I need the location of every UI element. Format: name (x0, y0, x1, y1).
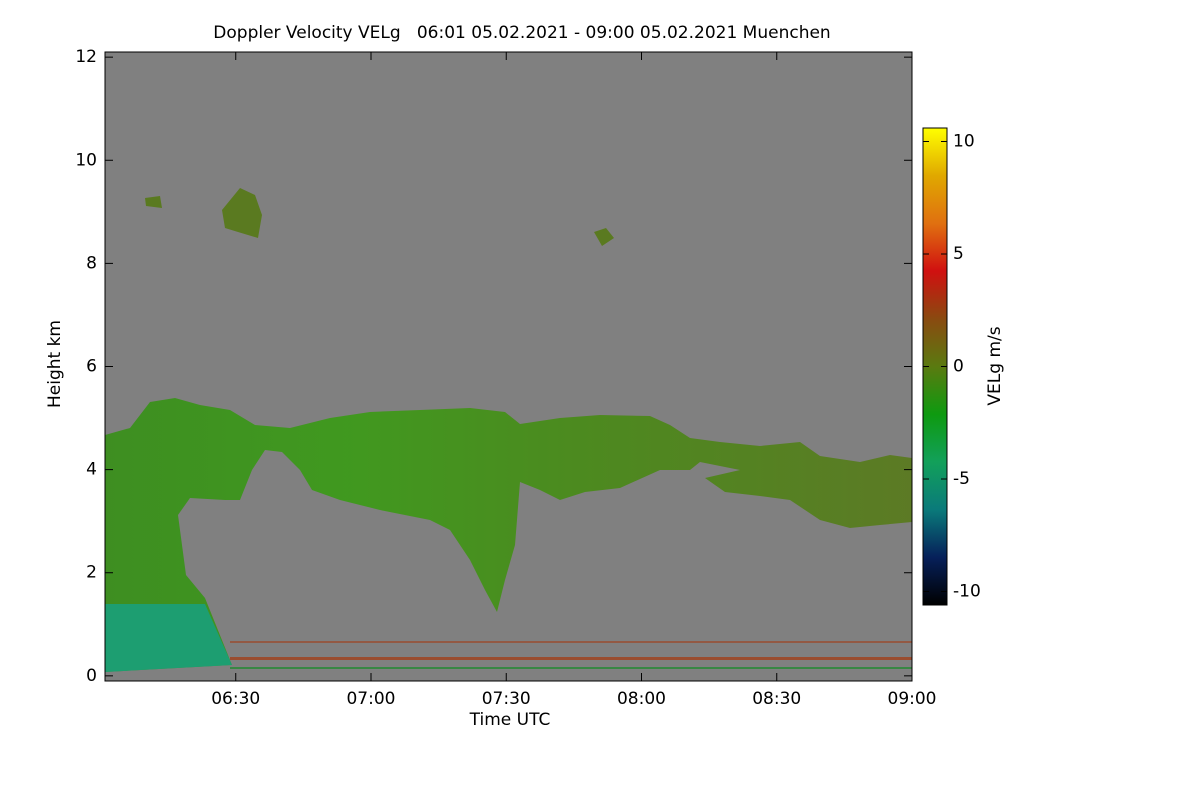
colorbar-tick-label: 5 (953, 244, 964, 264)
ice-patch (145, 188, 614, 246)
x-tick-label: 08:30 (752, 689, 801, 709)
x-tick-label: 07:30 (482, 689, 531, 709)
plot-background (105, 52, 912, 681)
x-tick-label: 09:00 (888, 689, 937, 709)
cloud-layer (105, 398, 912, 672)
y-tick-label: 12 (75, 47, 97, 67)
chart-title: Doppler Velocity VELg 06:01 05.02.2021 -… (213, 23, 830, 43)
y-tick-label: 0 (86, 666, 97, 686)
surface-echo (230, 657, 912, 660)
colorbar-tick-label: 0 (953, 357, 964, 377)
y-tick-label: 2 (86, 563, 97, 583)
echo-field (105, 188, 912, 672)
x-tick-label: 07:00 (346, 689, 395, 709)
colorbar-tick-label: -10 (953, 582, 981, 602)
x-axis-label: Time UTC (469, 710, 551, 730)
surface-echo (230, 667, 912, 669)
y-tick-label: 6 (86, 357, 97, 377)
x-tick-label: 06:30 (211, 689, 260, 709)
y-tick-label: 10 (75, 150, 97, 170)
colorbar-tick-label: -5 (953, 469, 970, 489)
surface-echo (230, 641, 912, 643)
x-tick-label: 08:00 (617, 689, 666, 709)
low-echo (105, 604, 232, 672)
y-axis-label: Height km (45, 320, 65, 408)
y-tick-label: 4 (86, 460, 97, 480)
y-tick-label: 8 (86, 253, 97, 273)
colorbar-label: VELg m/s (985, 326, 1005, 405)
colorbar-tick-label: 10 (953, 132, 975, 152)
